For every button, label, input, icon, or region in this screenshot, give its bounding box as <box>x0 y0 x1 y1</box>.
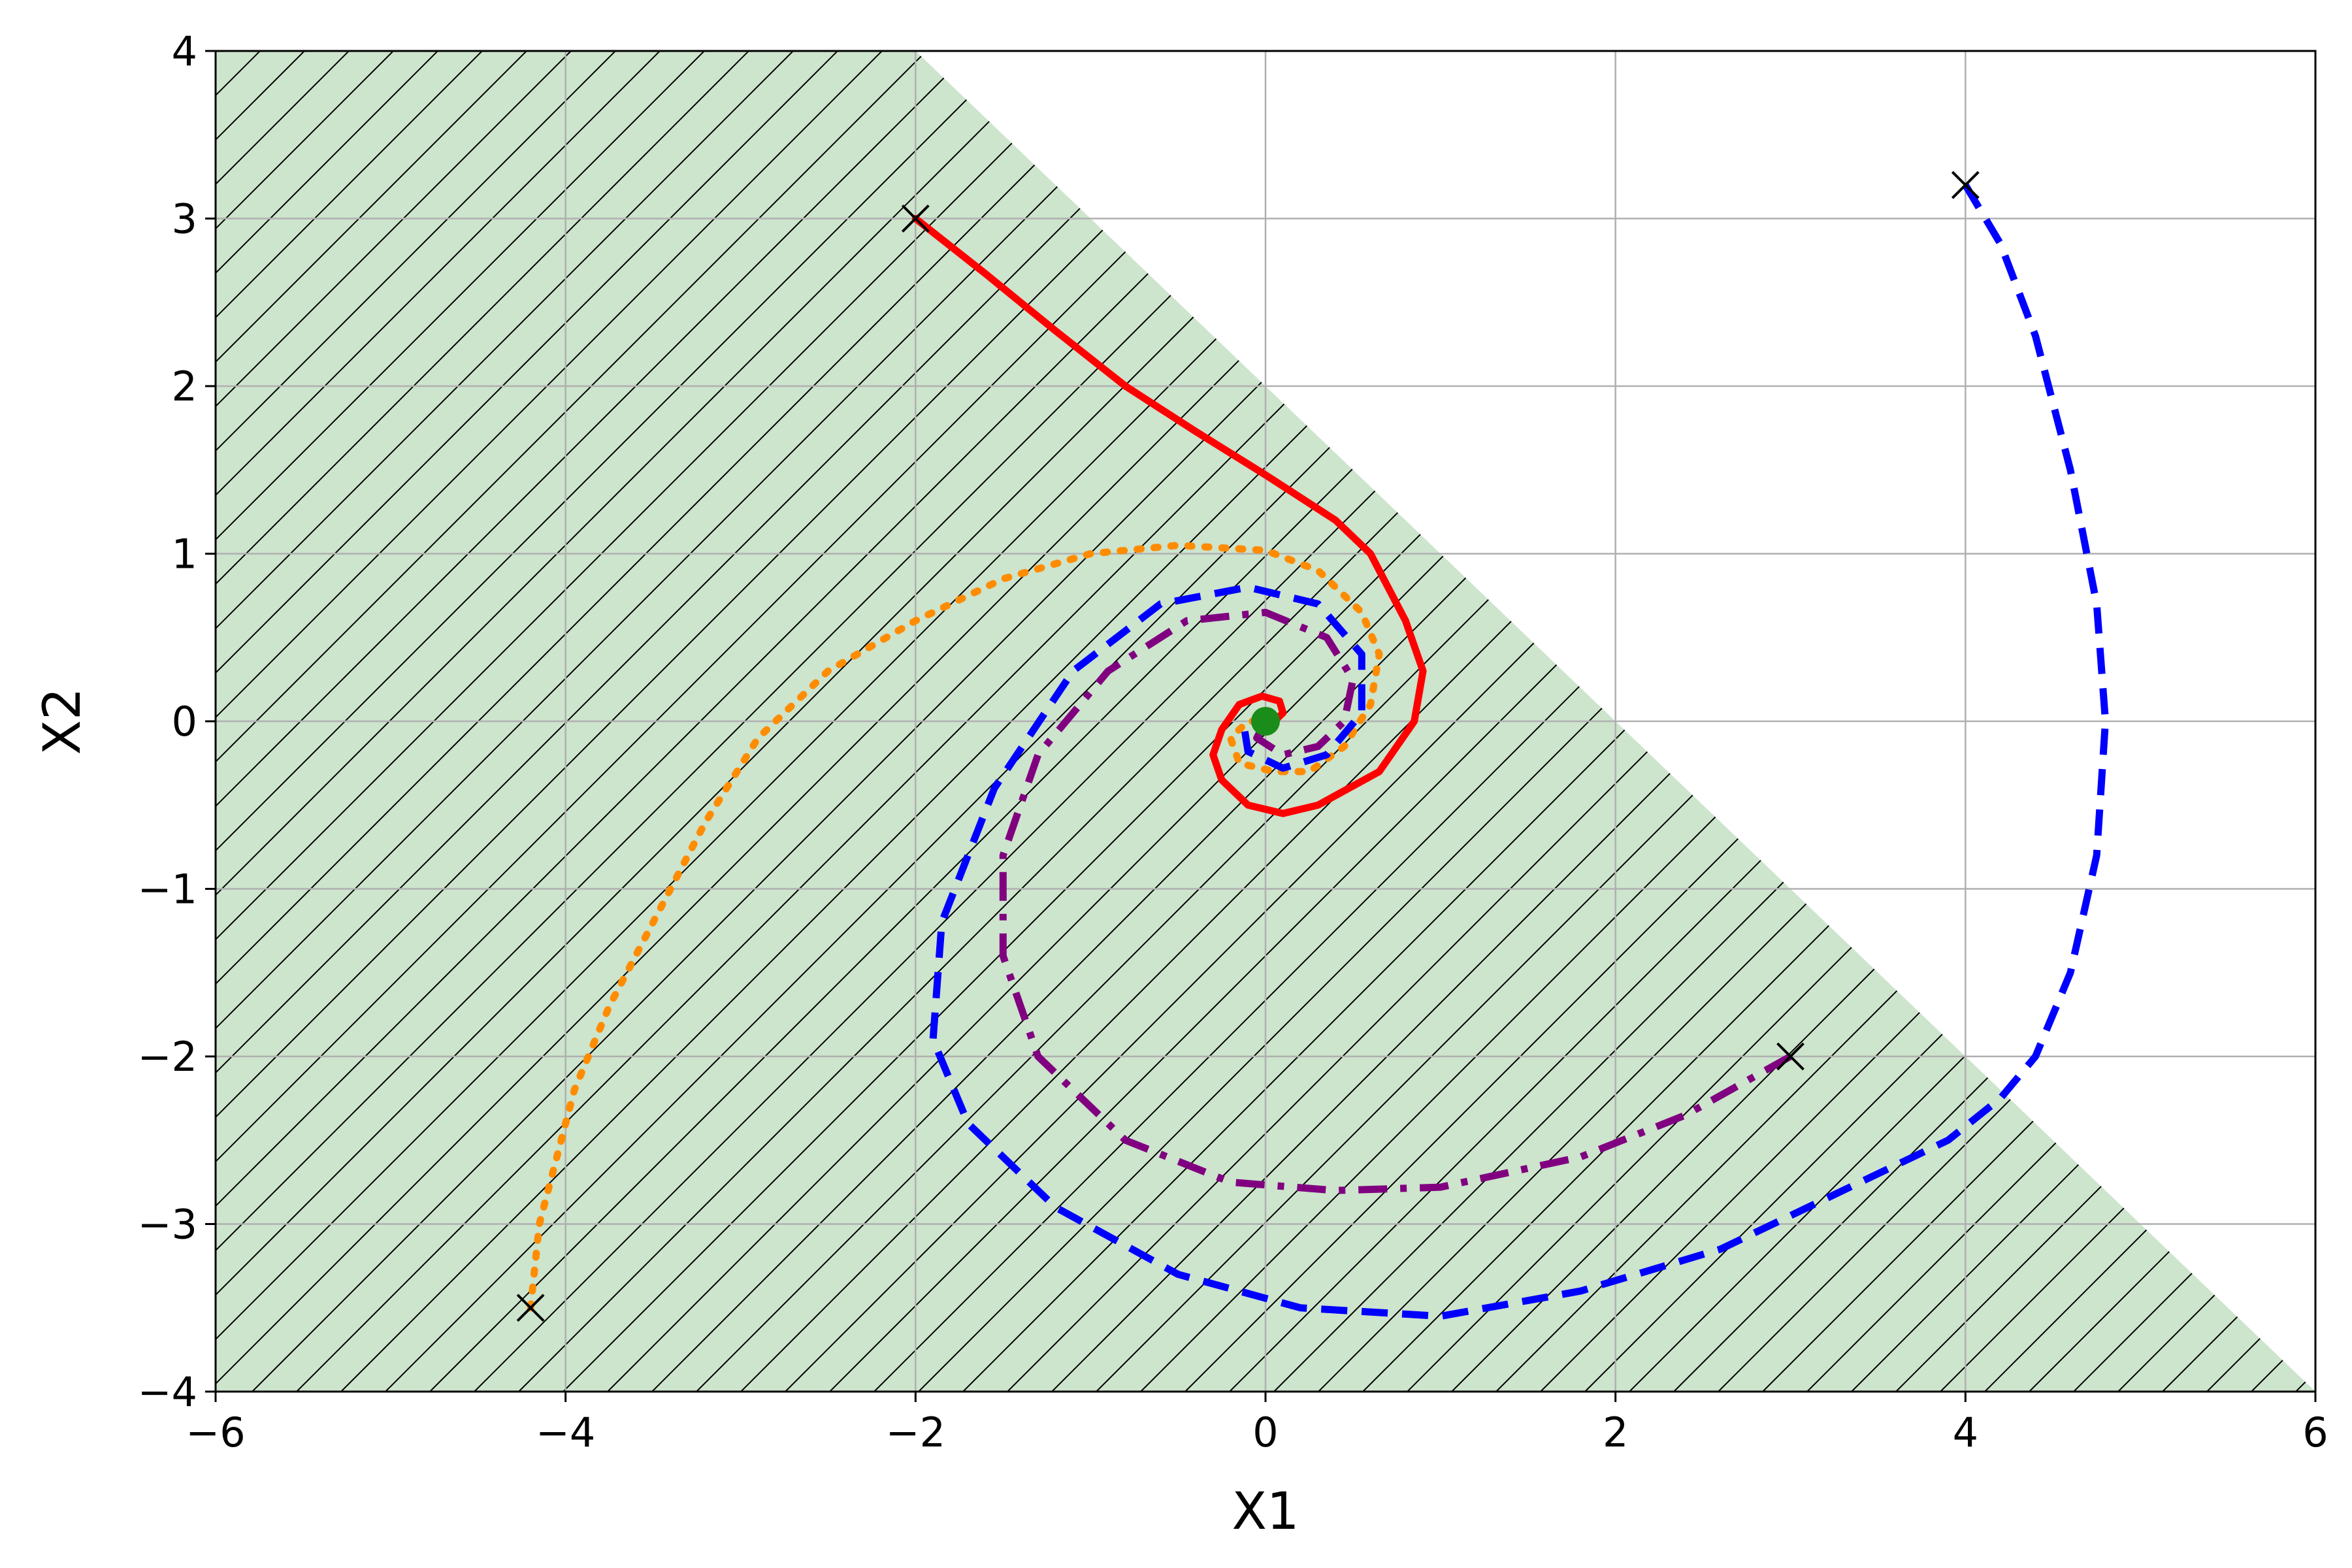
start-marker-2 <box>516 1294 545 1322</box>
y-tick-label: −3 <box>138 1201 197 1249</box>
start-marker-1 <box>901 204 930 233</box>
equilibrium-point <box>1251 707 1280 736</box>
hatch-line <box>216 51 749 1392</box>
hatch-line <box>216 51 527 1392</box>
x-tick-label: −6 <box>186 1409 245 1456</box>
hatch-line <box>1806 51 2315 1392</box>
hatch-line <box>216 51 794 1392</box>
hatch-line <box>216 51 883 1392</box>
hatch-line <box>216 51 661 1392</box>
hatch-line <box>1673 51 2315 1392</box>
x-tick-label: −4 <box>536 1409 595 1456</box>
hatch-line <box>1762 51 2315 1392</box>
x-tick-label: 4 <box>1953 1409 1978 1456</box>
hatch-line <box>216 51 616 1392</box>
trajectory-dashdot-4 <box>999 608 1793 1194</box>
start-marker-stroke <box>516 1294 545 1322</box>
y-tick-label: −1 <box>138 866 197 913</box>
start-marker-stroke <box>1776 1042 1805 1071</box>
y-tick-label: 3 <box>172 195 197 243</box>
hatch-line <box>216 51 705 1392</box>
start-marker-3 <box>1951 171 1980 199</box>
y-tick-label: −2 <box>138 1033 197 1081</box>
y-tick-label: 0 <box>172 698 197 745</box>
x-axis-title: X1 <box>1232 1482 1299 1541</box>
grid <box>214 50 2317 1393</box>
trajectory-dashed-3 <box>929 183 2110 1320</box>
y-tick-label: 4 <box>172 27 197 75</box>
start-marker-stroke <box>1951 171 1980 199</box>
hatch-line <box>216 51 483 1392</box>
hatch-line <box>1718 51 2315 1392</box>
y-tick-label: 1 <box>172 531 197 578</box>
x-tick-label: 0 <box>1252 1409 1278 1456</box>
hatch-line <box>1851 51 2315 1392</box>
y-tick-label: −4 <box>138 1368 197 1416</box>
hatch-line <box>216 51 572 1392</box>
start-marker-4 <box>1776 1042 1805 1071</box>
trajectory-solid-1 <box>911 215 1427 817</box>
markers <box>516 171 1980 1322</box>
hatch-line <box>216 51 838 1392</box>
start-marker-stroke <box>901 204 930 233</box>
x-tick-label: −2 <box>886 1409 945 1456</box>
x-tick-label: 6 <box>2302 1409 2328 1456</box>
trajectories <box>527 183 2110 1320</box>
x-tick-label: 2 <box>1603 1409 1628 1456</box>
trajectory-dotted-2 <box>527 542 1383 1312</box>
y-tick-label: 2 <box>172 363 197 410</box>
y-axis-title: X2 <box>33 687 92 755</box>
